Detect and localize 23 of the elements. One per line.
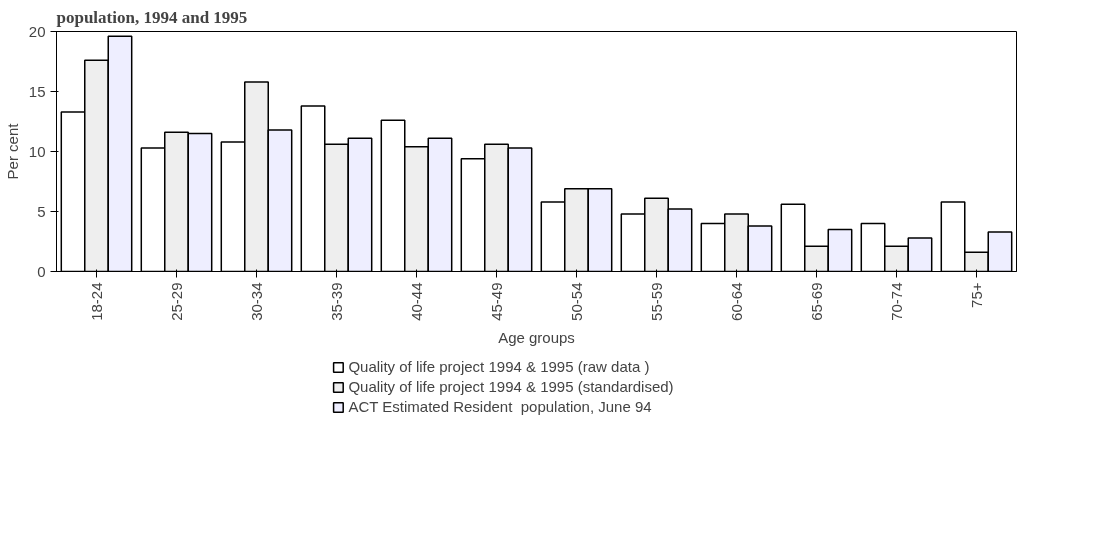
x-tick-label: 65-69 [807,282,825,321]
y-tick-label: 20 [28,22,46,40]
x-tick-label: 40-44 [407,282,425,321]
chart-title: population, 1994 and 1995 [56,7,248,27]
x-tick-label: 50-54 [567,282,585,321]
x-tick-label: 18-24 [87,282,105,321]
x-tick-label: 30-34 [247,282,265,321]
x-tick-label: 70-74 [887,282,905,321]
x-tick-label: 75+ [967,282,985,308]
y-tick-label: 15 [28,82,46,100]
x-tick-label: 45-49 [487,282,505,321]
x-axis-title: Age groups [498,328,575,346]
x-tick-label: 55-59 [647,282,665,321]
x-tick-label: 35-39 [327,282,345,321]
x-tick-label: 25-29 [167,282,185,321]
legend-label: Quality of life project 1994 & 1995 (raw data ) [348,358,650,375]
legend-label: Quality of life project 1994 & 1995 (standardised) [348,378,674,395]
x-tick-label: 60-64 [727,282,745,321]
y-tick-label: 10 [28,142,46,160]
legend-label: ACT Estimated Resident population, June 94 [348,398,652,415]
y-tick-label: 5 [37,202,46,220]
y-tick-label: 0 [37,262,46,280]
y-axis-title: Per cent [3,122,21,180]
